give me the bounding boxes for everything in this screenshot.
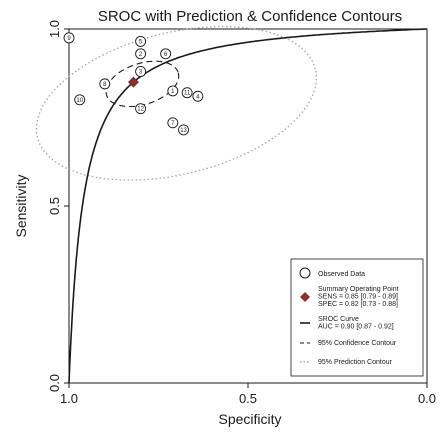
study-label: 3 [139,69,143,75]
study-label: 1 [171,89,175,95]
study-label: 10 [76,98,83,104]
legend-item: 95% Prediction Contour [300,359,393,366]
study-label: 12 [137,107,144,113]
legend-item: 95% Confidence Contour [300,340,397,347]
x-tick-label: 0.0 [418,391,436,406]
confidence-contour [105,60,180,108]
y-tick-label: 1.0 [47,20,62,38]
study-circle [135,48,147,60]
legend-sroc-text: AUC = 0.90 [0.87 - 0.92] [318,324,394,331]
study-point: 10 [74,94,86,106]
study-label: 13 [180,128,187,134]
legend-summary-text: Summary Operating Point [318,286,399,293]
x-axis-label: Specificity [218,411,281,427]
study-label: 8 [103,82,107,88]
summary-point [128,76,139,88]
legend-prediction-label: 95% Prediction Contour [318,359,393,366]
study-label: 11 [184,91,191,97]
study-label: 6 [164,52,168,58]
sroc-curve [68,28,428,383]
study-point: 4 [192,90,204,102]
y-tick-label: 0.0 [47,374,62,392]
study-circle [74,94,86,106]
study-point: 13 [178,124,190,136]
y-tick-label: 0.5 [47,197,62,215]
x-tick-label: 1.0 [60,391,78,406]
study-point: 8 [99,78,111,90]
study-circle [192,90,204,102]
chart-title: SROC with Prediction & Confidence Contou… [98,8,402,25]
legend-summary-text: SPEC = 0.82 [0.73 - 0.88] [318,301,398,308]
legend-observed-label: Observed Data [318,271,365,278]
study-label: 2 [139,52,143,58]
prediction-contour [35,25,318,181]
study-circle [160,48,172,60]
study-circle [135,66,147,77]
study-circle [99,78,111,90]
study-point: 1 [167,85,179,97]
study-point: 2 [135,48,147,60]
study-circle [63,32,75,44]
study-circle [167,117,179,129]
study-point: 11 [181,87,193,99]
legend-summary-symbol [300,292,310,302]
study-circle [167,85,179,97]
study-circle [178,124,190,136]
study-point: 3 [135,66,147,77]
study-label: 9 [67,36,71,42]
y-axis-label: Sensitivity [13,174,29,237]
legend-box [290,258,424,377]
legend-confidence-label: 95% Confidence Contour [318,340,397,347]
study-circle [135,35,147,47]
legend-item: Observed Data [299,267,365,279]
legend-sroc-text: SROC Curve [318,316,359,323]
study-label: 7 [171,121,175,127]
x-tick-label: 0.5 [239,391,257,406]
study-point: 6 [160,48,172,60]
legend-observed-symbol [299,267,311,279]
study-label: 4 [196,94,200,100]
study-point: 9 [63,32,75,44]
study-circle [135,103,147,115]
legend-summary-text: SENS = 0.85 [0.79 - 0.89] [318,294,398,301]
legend: Observed Data Summary Operating PointSENS… [290,258,424,377]
study-circle [181,87,193,99]
study-point: 5 [135,35,147,47]
study-point: 12 [135,103,147,115]
study-label: 5 [139,39,143,45]
study-point: 7 [167,117,179,129]
